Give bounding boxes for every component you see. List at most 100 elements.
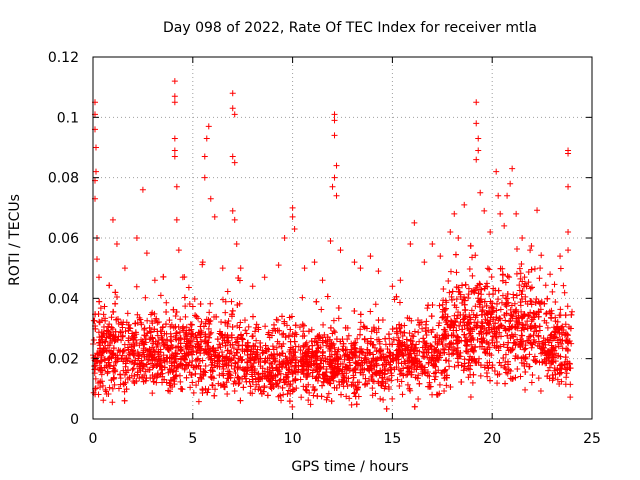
- data-point: [171, 147, 178, 154]
- data-point: [198, 318, 205, 325]
- data-point: [150, 378, 157, 385]
- data-point: [161, 358, 168, 365]
- data-point: [358, 348, 365, 355]
- data-point: [335, 315, 342, 322]
- data-point: [173, 183, 180, 190]
- data-point: [305, 397, 312, 404]
- data-point: [115, 347, 122, 354]
- data-point: [151, 277, 158, 284]
- data-point: [216, 341, 223, 348]
- data-point: [526, 313, 533, 320]
- data-point: [320, 348, 327, 355]
- data-point: [177, 378, 184, 385]
- data-point: [255, 376, 262, 383]
- data-point: [257, 363, 264, 370]
- data-point: [126, 374, 133, 381]
- data-point: [354, 386, 361, 393]
- data-point: [422, 328, 429, 335]
- data-point: [175, 343, 182, 350]
- data-point: [282, 334, 289, 341]
- data-point: [171, 93, 178, 100]
- data-point: [299, 367, 306, 374]
- data-point: [330, 327, 337, 334]
- data-point: [329, 330, 336, 337]
- data-point: [535, 332, 542, 339]
- data-point: [525, 312, 532, 319]
- data-point: [406, 365, 413, 372]
- data-point: [313, 361, 320, 368]
- data-point: [520, 283, 527, 290]
- data-point: [543, 311, 550, 318]
- data-point: [305, 370, 312, 377]
- data-point: [450, 350, 457, 357]
- data-point: [228, 311, 235, 318]
- data-point: [305, 381, 312, 388]
- data-point: [277, 392, 284, 399]
- data-point: [124, 310, 131, 317]
- data-point: [479, 339, 486, 346]
- data-point: [219, 334, 226, 341]
- data-point: [327, 324, 334, 331]
- data-point: [369, 341, 376, 348]
- data-point: [233, 241, 240, 248]
- data-point: [439, 314, 446, 321]
- data-point: [313, 349, 320, 356]
- data-point: [349, 354, 356, 361]
- data-point: [105, 328, 112, 335]
- data-point: [137, 316, 144, 323]
- data-point: [423, 331, 430, 338]
- data-point: [421, 259, 428, 266]
- data-point: [163, 337, 170, 344]
- data-point: [481, 207, 488, 214]
- data-point: [406, 315, 413, 322]
- data-point: [385, 331, 392, 338]
- data-point: [220, 372, 227, 379]
- data-point: [188, 321, 195, 328]
- data-point: [218, 318, 225, 325]
- data-point: [259, 350, 266, 357]
- data-point: [498, 333, 505, 340]
- data-point: [490, 291, 497, 298]
- data-point: [459, 282, 466, 289]
- data-point: [448, 332, 455, 339]
- data-point: [91, 366, 98, 373]
- y-tick-label: 0.02: [48, 352, 79, 368]
- data-point: [265, 346, 272, 353]
- data-point: [292, 322, 299, 329]
- data-point: [494, 371, 501, 378]
- data-point: [431, 376, 438, 383]
- data-point: [108, 355, 115, 362]
- data-point: [174, 350, 181, 357]
- data-point: [372, 357, 379, 364]
- data-point: [243, 330, 250, 337]
- data-point: [326, 353, 333, 360]
- data-point: [517, 270, 524, 277]
- data-point: [558, 362, 565, 369]
- data-point: [303, 386, 310, 393]
- data-point: [484, 265, 491, 272]
- data-point: [481, 364, 488, 371]
- data-point: [558, 369, 565, 376]
- data-point: [532, 299, 539, 306]
- data-point: [441, 349, 448, 356]
- data-point: [276, 361, 283, 368]
- data-point: [567, 394, 574, 401]
- data-point: [113, 316, 120, 323]
- data-point: [131, 372, 138, 379]
- data-point: [260, 388, 267, 395]
- data-point: [149, 371, 156, 378]
- data-point: [157, 292, 164, 299]
- data-point: [222, 309, 229, 316]
- data-point: [522, 386, 529, 393]
- data-point: [491, 330, 498, 337]
- data-point: [182, 303, 189, 310]
- data-point: [303, 374, 310, 381]
- data-point: [211, 351, 218, 358]
- data-point: [406, 330, 413, 337]
- data-point: [467, 362, 474, 369]
- data-point: [261, 274, 268, 281]
- data-point: [227, 341, 234, 348]
- data-point: [277, 376, 284, 383]
- data-point: [142, 377, 149, 384]
- data-point: [270, 373, 277, 380]
